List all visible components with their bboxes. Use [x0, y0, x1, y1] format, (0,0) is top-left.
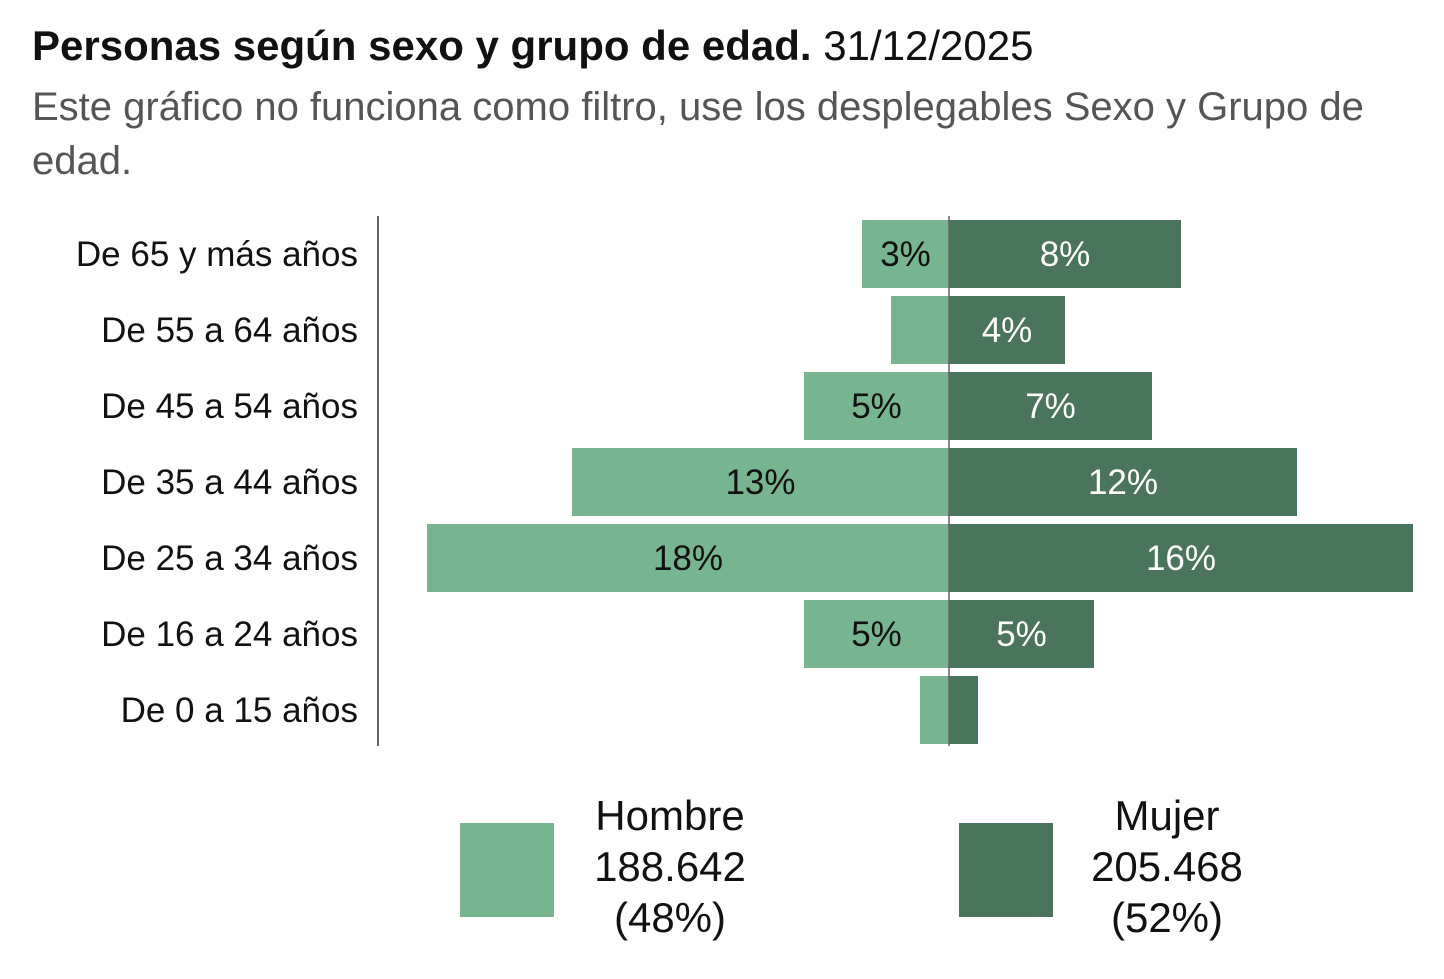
- legend-share-mujer: (52%): [1110, 894, 1224, 941]
- chart-title-main: Personas según sexo y grupo de edad.: [32, 22, 812, 69]
- category-label-de-45-a-54-anos: De 45 a 54 años: [101, 387, 358, 426]
- bar-hombre-de-65-y-mas-anos: [862, 220, 949, 288]
- data-label-hombre-de-45-a-54-anos: 5%: [851, 387, 902, 426]
- bar-mujer-de-25-a-34-anos: [949, 524, 1413, 592]
- data-label-hombre-de-65-y-mas-anos: 3%: [880, 235, 931, 274]
- category-label-de-25-a-34-anos: De 25 a 34 años: [101, 539, 358, 578]
- legend-label-mujer: Mujer: [1114, 792, 1220, 839]
- bar-mujer-de-65-y-mas-anos: [949, 220, 1181, 288]
- category-label-de-65-y-mas-anos: De 65 y más años: [76, 235, 358, 274]
- bar-mujer-de-35-a-44-anos: [949, 448, 1297, 516]
- data-label-hombre-de-35-a-44-anos: 13%: [725, 463, 795, 502]
- legend-swatch-hombre: [460, 823, 554, 917]
- legend-label-hombre: Hombre: [595, 792, 745, 839]
- bar-hombre-de-55-a-64-anos: [891, 296, 949, 364]
- bar-hombre-de-45-a-54-anos: [804, 372, 949, 440]
- category-label-de-16-a-24-anos: De 16 a 24 años: [101, 615, 358, 654]
- legend-total-hombre: 188.642: [594, 843, 746, 890]
- bar-hombre-de-25-a-34-anos: [427, 524, 949, 592]
- data-label-mujer-de-45-a-54-anos: 7%: [1025, 387, 1076, 426]
- legend-total-mujer: 205.468: [1091, 843, 1243, 890]
- category-label-de-55-a-64-anos: De 55 a 64 años: [101, 311, 358, 350]
- data-label-mujer-de-25-a-34-anos: 16%: [1146, 539, 1216, 578]
- legend-text-hombre: Hombre 188.642 (48%): [590, 790, 750, 943]
- bar-mujer-de-45-a-54-anos: [949, 372, 1152, 440]
- data-label-mujer-de-65-y-mas-anos: 8%: [1040, 235, 1091, 274]
- category-label-de-35-a-44-anos: De 35 a 44 años: [101, 463, 358, 502]
- category-label-de-0-a-15-anos: De 0 a 15 años: [121, 691, 358, 730]
- chart-subtitle: Este gráfico no funciona como filtro, us…: [32, 85, 1364, 183]
- bar-mujer-de-0-a-15-anos: [949, 676, 978, 744]
- data-label-hombre-de-16-a-24-anos: 5%: [851, 615, 902, 654]
- data-label-mujer-de-55-a-64-anos: 4%: [982, 311, 1033, 350]
- chart-title-date: 31/12/2025: [823, 22, 1034, 69]
- legend-swatch-mujer: [959, 823, 1053, 917]
- data-label-mujer-de-16-a-24-anos: 5%: [996, 615, 1047, 654]
- chart-title: Personas según sexo y grupo de edad. 31/…: [32, 22, 1033, 70]
- data-label-hombre-de-25-a-34-anos: 18%: [653, 539, 723, 578]
- bar-mujer-de-55-a-64-anos: [949, 296, 1065, 364]
- data-label-mujer-de-35-a-44-anos: 12%: [1088, 463, 1158, 502]
- bar-hombre-de-16-a-24-anos: [804, 600, 949, 668]
- legend-share-hombre: (48%): [613, 894, 727, 941]
- bars-group: 3% 8%4% 5% 7% 13% 12% 18% 16% 5% 5%: [427, 220, 1413, 744]
- bar-mujer-de-16-a-24-anos: [949, 600, 1094, 668]
- legend-text-mujer: Mujer 205.468 (52%): [1087, 790, 1247, 943]
- category-labels-group: De 65 y más años De 55 a 64 años De 45 a 5…: [76, 235, 358, 730]
- bar-hombre-de-0-a-15-anos: [920, 676, 949, 744]
- bar-hombre-de-35-a-44-anos: [572, 448, 949, 516]
